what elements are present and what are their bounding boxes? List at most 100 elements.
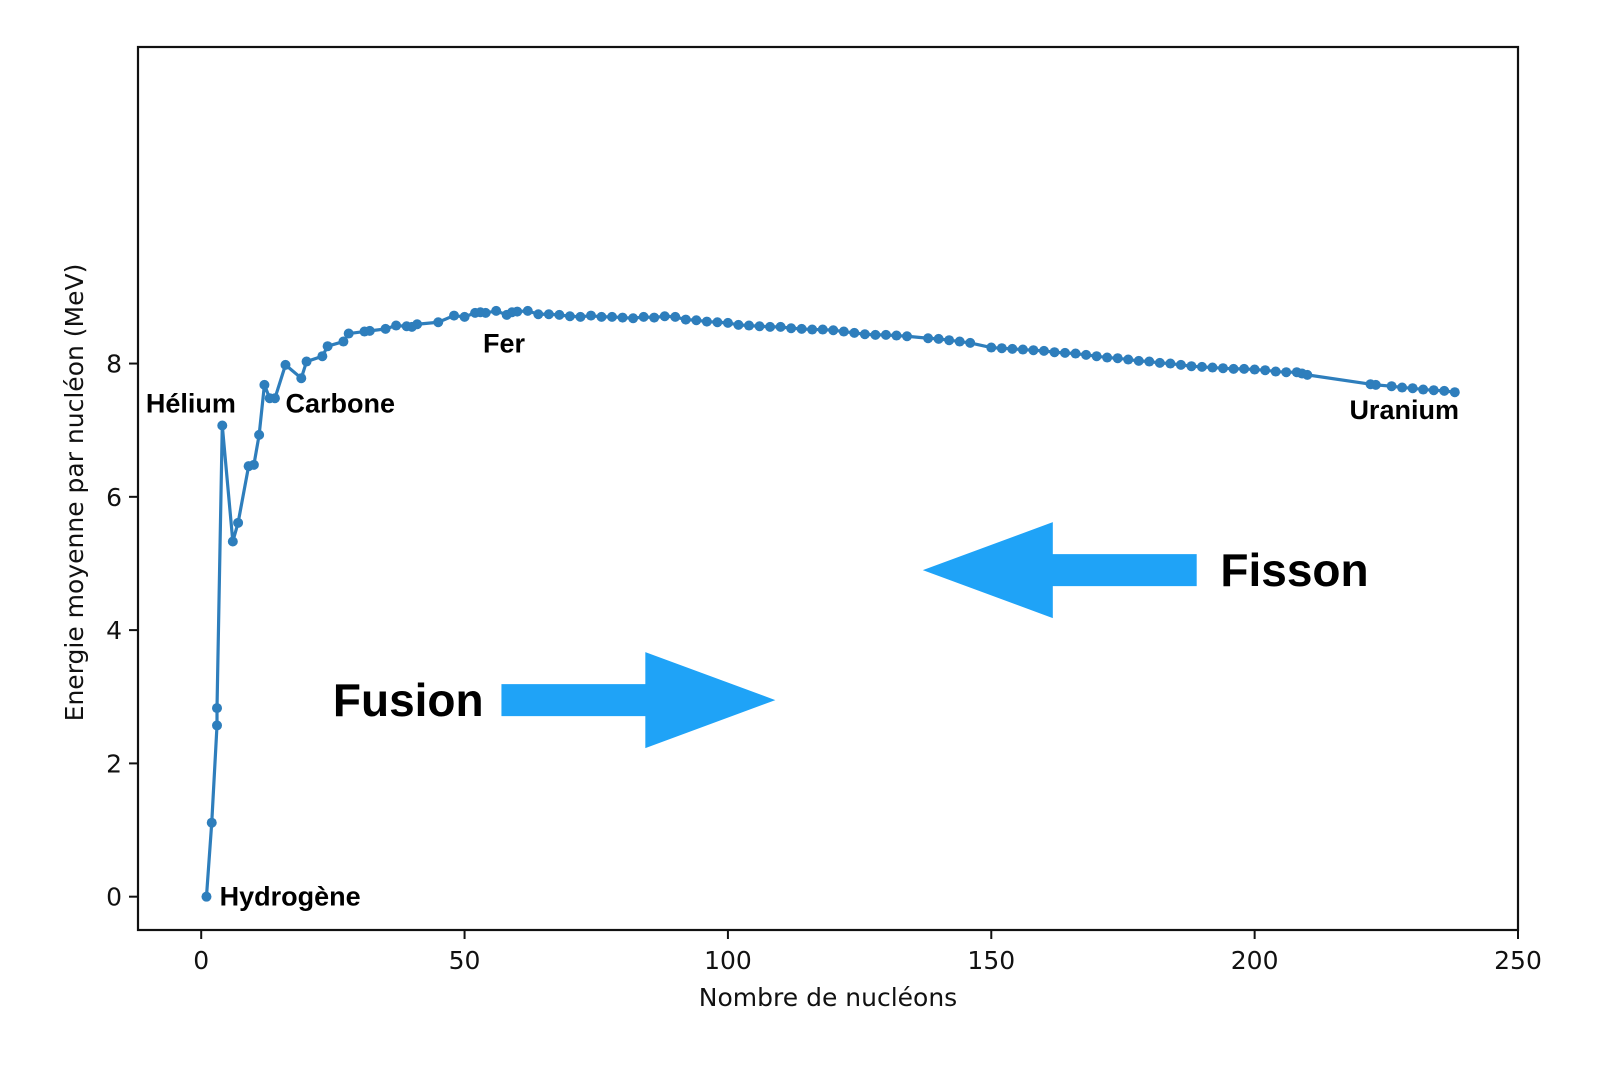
data-point bbox=[233, 517, 244, 528]
data-point bbox=[838, 326, 849, 337]
annotation-carbone: Carbone bbox=[285, 389, 395, 419]
data-point bbox=[248, 459, 259, 470]
data-point bbox=[1439, 385, 1450, 396]
data-point bbox=[996, 343, 1007, 354]
data-point bbox=[201, 891, 212, 902]
x-tick-label: 100 bbox=[704, 946, 752, 975]
data-point bbox=[217, 420, 228, 431]
data-point bbox=[338, 336, 349, 347]
data-point bbox=[817, 324, 828, 335]
x-axis-label: Nombre de nucléons bbox=[699, 983, 957, 1012]
data-point bbox=[1260, 365, 1271, 376]
data-point bbox=[259, 379, 270, 390]
data-point bbox=[1370, 379, 1381, 390]
data-point bbox=[765, 321, 776, 332]
data-point bbox=[670, 311, 681, 322]
data-point bbox=[1186, 361, 1197, 372]
data-point bbox=[1239, 363, 1250, 374]
data-point bbox=[1081, 349, 1092, 360]
data-point bbox=[712, 317, 723, 328]
data-point bbox=[1038, 345, 1049, 356]
data-point bbox=[543, 309, 554, 320]
plot-background bbox=[138, 47, 1518, 930]
data-point bbox=[1428, 385, 1439, 396]
data-point bbox=[1112, 353, 1123, 364]
binding-energy-points bbox=[201, 305, 1460, 902]
x-tick-label: 250 bbox=[1494, 946, 1542, 975]
data-point bbox=[1154, 357, 1165, 368]
data-point bbox=[212, 703, 223, 714]
data-point bbox=[1270, 366, 1281, 377]
data-point bbox=[1091, 351, 1102, 362]
data-point bbox=[628, 313, 639, 324]
data-point bbox=[1397, 382, 1408, 393]
data-point bbox=[391, 320, 402, 331]
annotation-uranium: Uranium bbox=[1349, 395, 1459, 425]
y-tick-label: 8 bbox=[106, 350, 122, 379]
x-tick-label: 200 bbox=[1231, 946, 1279, 975]
data-point bbox=[870, 329, 881, 340]
data-point bbox=[1102, 352, 1113, 363]
data-point bbox=[1060, 347, 1071, 358]
data-point bbox=[459, 311, 470, 322]
data-point bbox=[1281, 367, 1292, 378]
plot-frame bbox=[136, 45, 1520, 932]
data-point bbox=[206, 817, 217, 828]
data-point bbox=[301, 356, 312, 367]
data-point bbox=[1133, 355, 1144, 366]
data-point bbox=[1228, 363, 1239, 374]
data-point bbox=[786, 323, 797, 334]
annotation-hydrogene: Hydrogène bbox=[220, 882, 361, 912]
data-point bbox=[701, 316, 712, 327]
y-axis-label: Energie moyenne par nucléon (MeV) bbox=[60, 264, 89, 722]
data-point bbox=[638, 311, 649, 322]
data-point bbox=[743, 320, 754, 331]
x-axis-ticks: 0 50 100 150 200 250 bbox=[193, 930, 1542, 975]
data-point bbox=[512, 306, 523, 317]
data-point bbox=[891, 330, 902, 341]
data-point bbox=[433, 317, 444, 328]
data-point bbox=[733, 319, 744, 330]
x-tick-label: 0 bbox=[193, 946, 209, 975]
data-point bbox=[254, 429, 265, 440]
y-tick-label: 2 bbox=[106, 749, 122, 778]
y-axis-ticks: 0 2 4 6 8 bbox=[106, 350, 138, 912]
data-point bbox=[1007, 343, 1018, 354]
data-point bbox=[585, 310, 596, 321]
data-point bbox=[722, 317, 733, 328]
x-tick-label: 150 bbox=[967, 946, 1015, 975]
data-point bbox=[828, 325, 839, 336]
data-point bbox=[617, 312, 628, 323]
data-point bbox=[1249, 364, 1260, 375]
data-point bbox=[954, 336, 965, 347]
data-point bbox=[1386, 381, 1397, 392]
annotation-helium: Hélium bbox=[146, 389, 236, 419]
data-point bbox=[280, 359, 291, 370]
data-point bbox=[575, 311, 586, 322]
fission-arrow bbox=[922, 522, 1197, 619]
data-point bbox=[554, 309, 565, 320]
process-arrows bbox=[501, 522, 1197, 749]
annotation-fisson: Fisson bbox=[1220, 544, 1368, 596]
data-point bbox=[1196, 361, 1207, 372]
data-point bbox=[296, 373, 307, 384]
data-point bbox=[380, 323, 391, 334]
fusion-arrow bbox=[501, 652, 776, 749]
data-point bbox=[775, 321, 786, 332]
data-point bbox=[691, 315, 702, 326]
data-point bbox=[269, 393, 280, 404]
data-point bbox=[564, 311, 575, 322]
data-point bbox=[317, 351, 328, 362]
data-point bbox=[533, 309, 544, 320]
data-point bbox=[849, 327, 860, 338]
data-point bbox=[649, 312, 660, 323]
data-point bbox=[1418, 384, 1429, 395]
y-tick-label: 0 bbox=[106, 883, 122, 912]
chart-annotations: Hydrogène Hélium Carbone Fer Uranium Fusion Fi… bbox=[146, 329, 1459, 912]
y-tick-label: 6 bbox=[106, 483, 122, 512]
data-point bbox=[522, 305, 533, 316]
data-point bbox=[923, 333, 934, 344]
data-point bbox=[807, 324, 818, 335]
data-point bbox=[1407, 383, 1418, 394]
data-point bbox=[1144, 356, 1155, 367]
